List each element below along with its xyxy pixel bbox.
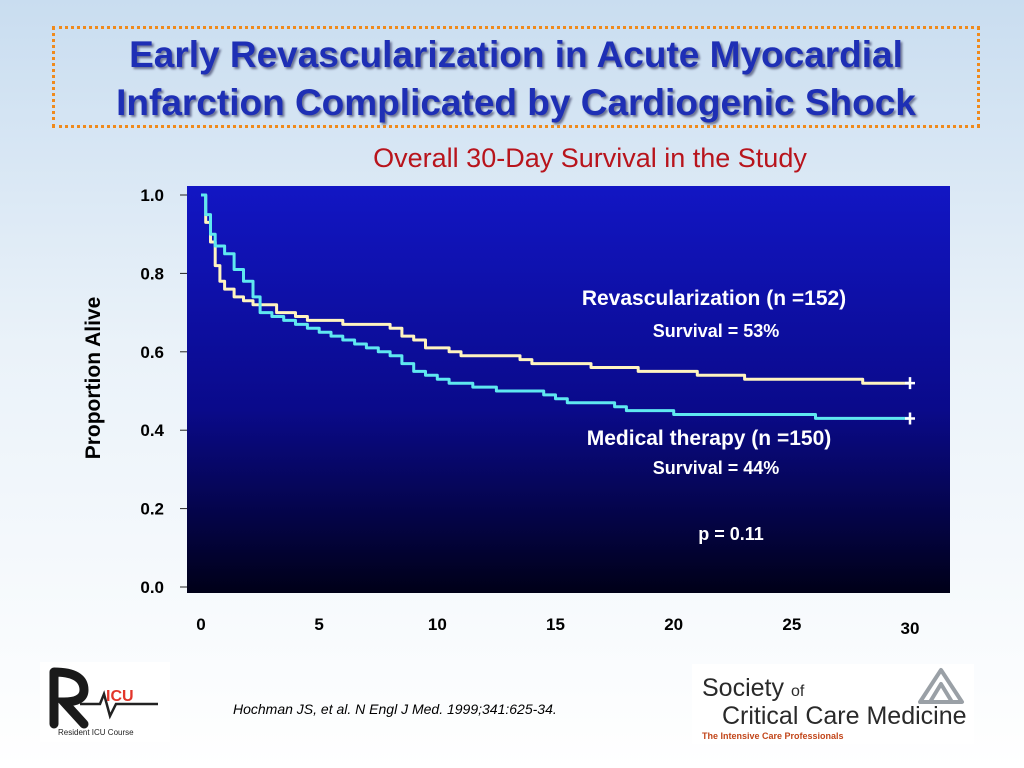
ricu-logo-text: Resident ICU Course <box>58 728 134 737</box>
y-tick-label: 0.6 <box>140 343 164 362</box>
series-group <box>201 193 915 425</box>
series-line-medical-therapy <box>201 193 910 420</box>
slide-title-line-2: Infarction Complicated by Cardiogenic Sh… <box>116 82 916 123</box>
y-tick-label: 0.0 <box>140 578 164 597</box>
sccm-triangle-icon <box>918 668 964 704</box>
survival-annotation-medical-therapy: Survival = 44% <box>653 458 780 478</box>
axes: 0.0 0.2 0.4 0.6 0.8 1.0 0 5 10 15 20 25 30 <box>140 186 919 638</box>
series-label-revascularization: Revascularization (n =152) <box>582 287 846 310</box>
survival-annotation-revascularization: Survival = 53% <box>653 321 780 341</box>
x-tick-label: 0 <box>196 615 205 634</box>
x-tick-label: 15 <box>546 615 565 634</box>
sccm-society-word: Society <box>702 674 784 702</box>
sccm-society-text: Society of <box>702 674 804 703</box>
chart-title: Overall 30-Day Survival in the Study <box>373 143 807 173</box>
title-box: Early Revascularization in Acute Myocard… <box>52 26 980 128</box>
ricu-logo-icon: ICU <box>40 662 170 742</box>
x-tick-label: 5 <box>314 615 323 634</box>
y-tick-label: 0.4 <box>140 421 164 440</box>
slide-title-line-1: Early Revascularization in Acute Myocard… <box>129 34 903 75</box>
censor-mark-revascularization <box>905 377 915 390</box>
sccm-tagline: The Intensive Care Professionals <box>702 731 844 741</box>
series-line-revascularization <box>201 193 910 385</box>
ricu-logo: ICU Resident ICU Course <box>40 662 170 742</box>
p-value-annotation: p = 0.11 <box>698 524 764 544</box>
y-axis-label: Proportion Alive <box>82 296 105 460</box>
y-tick-label: 1.0 <box>140 186 164 205</box>
x-tick-label: 20 <box>664 615 683 634</box>
sccm-of-word: of <box>790 683 805 700</box>
series-label-medical-therapy: Medical therapy (n =150) <box>587 427 832 450</box>
y-tick-label: 0.8 <box>140 264 164 283</box>
sccm-name-text: Critical Care Medicine <box>722 702 967 730</box>
svg-text:ICU: ICU <box>106 688 134 705</box>
x-tick-label: 10 <box>428 615 447 634</box>
y-tick-label: 0.2 <box>140 500 164 519</box>
censor-mark-medical-therapy <box>905 412 915 425</box>
citation: Hochman JS, et al. N Engl J Med. 1999;34… <box>233 701 557 717</box>
x-tick-label: 30 <box>901 619 920 638</box>
x-tick-label: 25 <box>782 615 801 634</box>
plot-area <box>187 186 950 593</box>
sccm-logo: Society of Critical Care Medicine The In… <box>692 664 974 744</box>
